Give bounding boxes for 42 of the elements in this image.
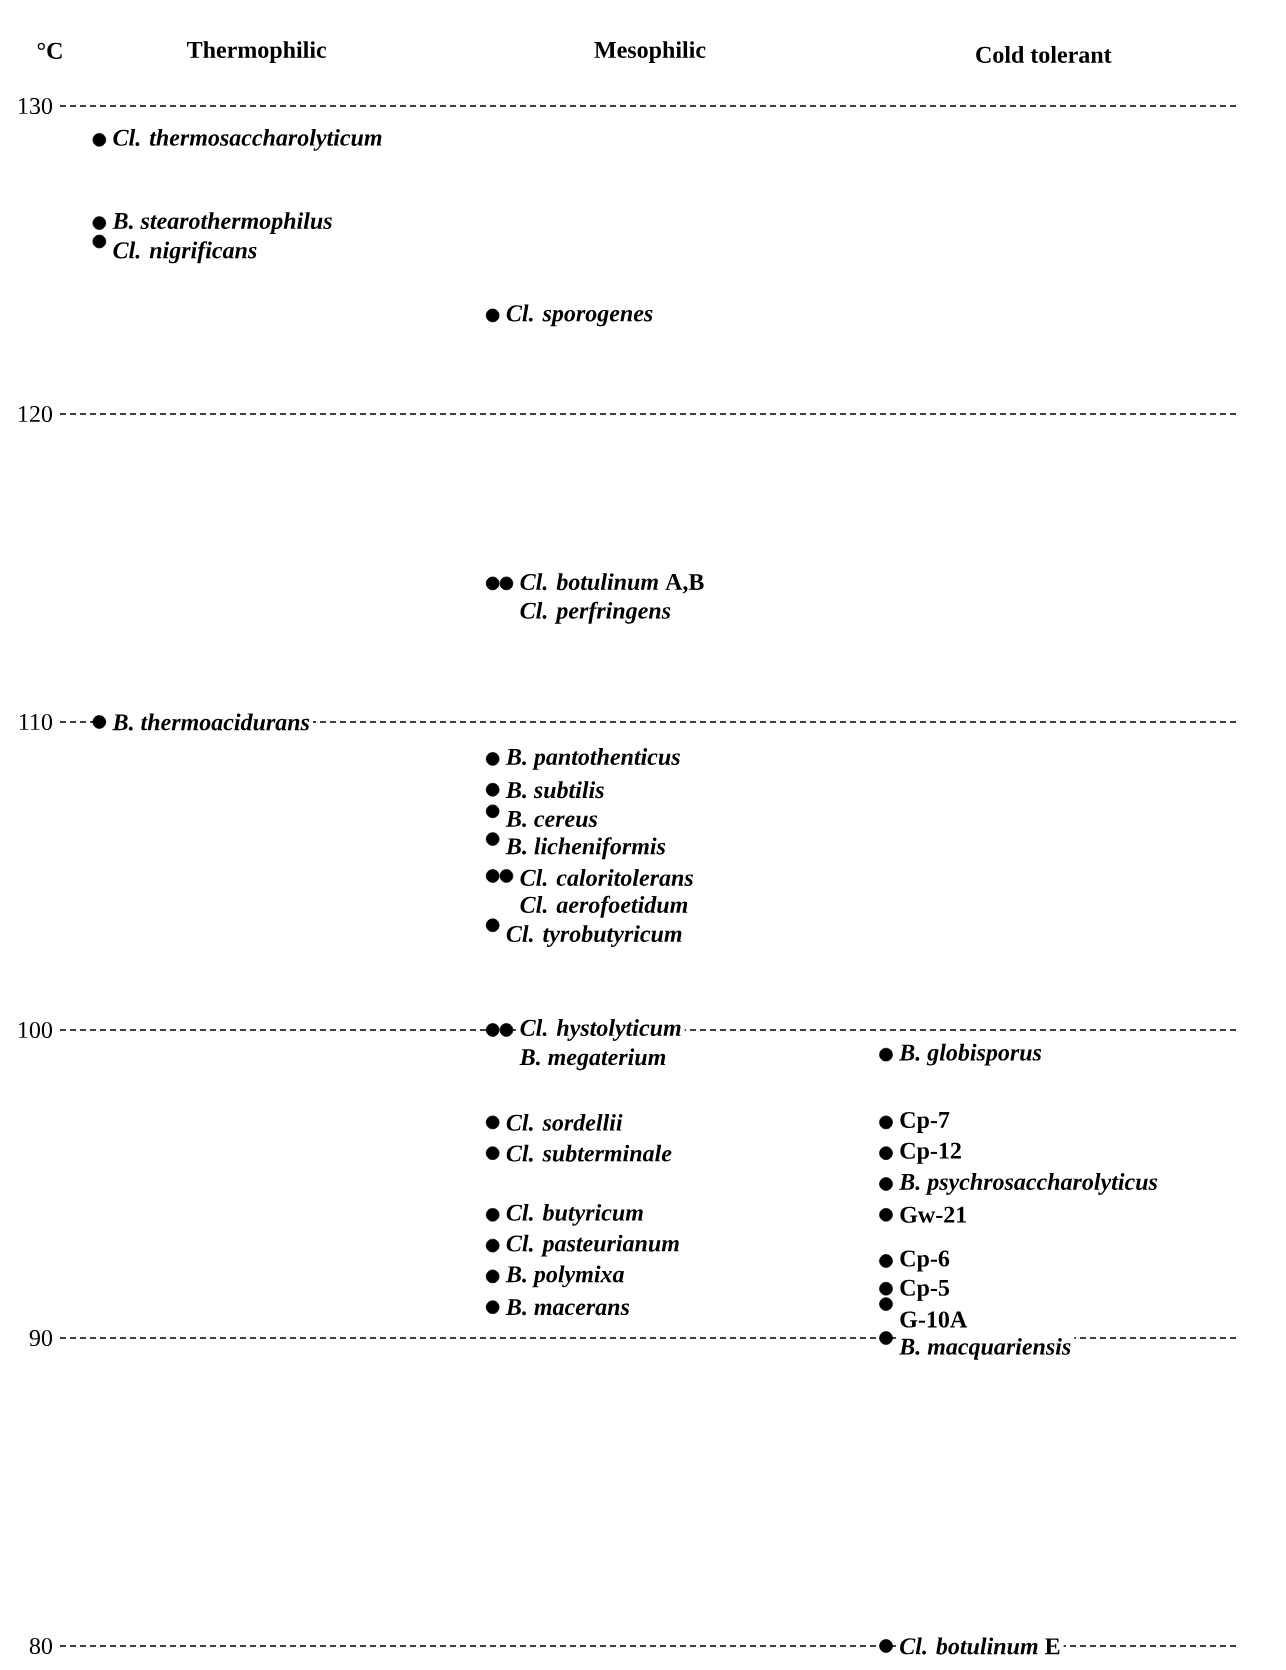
annotation: B. polymixa [505,1265,624,1288]
annotation: B. macerans [505,1299,630,1316]
y-tick-label: 110 [19,713,53,731]
y-tick-label: 90 [29,1329,53,1347]
annotation: G-10A [900,1311,968,1328]
annotation: Cl. hystolyticum [520,1019,681,1041]
x-tick-label: Thermophilic [187,41,327,63]
annotation: B. psychrosaccharolyticus [899,1173,1158,1195]
annotation: Cl. butyricum [506,1203,643,1226]
annotation: Cp-7 [900,1111,950,1133]
annotation: Cl. perfringens [520,601,671,624]
annotation: Cl. botulinum E [900,1637,1060,1655]
annotation: B. licheniformis [505,837,666,860]
annotation: Cl. subterminale [506,1144,672,1162]
annotation: Cp-12 [900,1142,961,1164]
annotation: Gw-21 [900,1206,966,1223]
y-tick-label: 130 [19,97,53,115]
annotation: Cl. thermosaccharolyticum [113,128,382,151]
annotation: Cp-6 [900,1250,950,1272]
annotation: Cl. caloritolerans [520,869,693,887]
annotation: Cl. sporogenes [506,304,653,327]
annotation: B. cereus [505,810,598,828]
y-axis-title: °C [37,42,62,59]
annotation: Cl. pasteurianum [506,1234,679,1257]
y-tick-label: 80 [29,1637,53,1655]
annotation: Cl. sordellii [506,1113,623,1131]
annotation: Cl. nigrificans [113,241,257,264]
annotation: B. subtilis [505,781,604,799]
x-tick-label: Cold tolerant [976,46,1112,63]
annotation: B. globisporus [899,1043,1042,1066]
annotation: Cp-5 [900,1279,950,1301]
y-tick-label: 120 [19,405,53,423]
annotation: B. stearothermophilus [112,212,332,234]
annotation: Cl. botulinum A,B [520,573,704,594]
x-tick-label: Mesophilic [594,41,706,63]
annotation: Cl. tyrobutyricum [506,925,682,947]
annotation: Cl. aerofoetidum [520,895,688,918]
annotation: B. pantothenticus [505,748,680,770]
y-tick-label: 100 [19,1021,53,1039]
annotation: B. megaterium [519,1048,666,1071]
annotation: B. macquariensis [899,1337,1071,1360]
annotation: B. thermoacidurans [112,713,310,731]
